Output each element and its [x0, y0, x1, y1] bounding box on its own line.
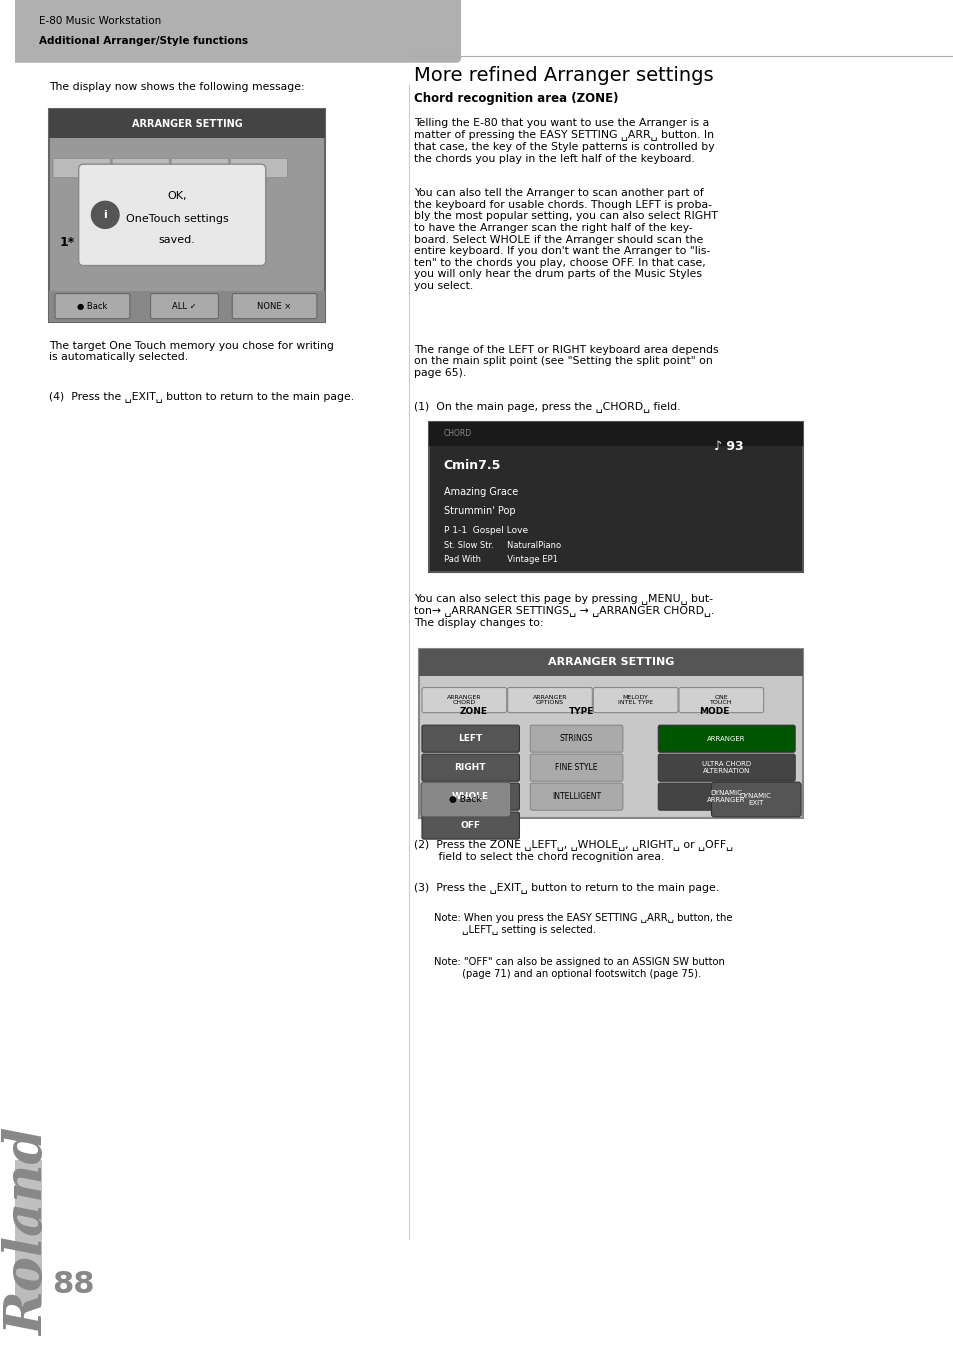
Circle shape	[91, 201, 119, 228]
FancyBboxPatch shape	[421, 784, 519, 811]
Text: You can also tell the Arranger to scan another part of
the keyboard for usable c: You can also tell the Arranger to scan a…	[414, 188, 718, 290]
Text: ♪ 93: ♪ 93	[714, 439, 743, 453]
FancyBboxPatch shape	[679, 688, 762, 712]
FancyBboxPatch shape	[711, 782, 801, 817]
Text: The range of the LEFT or RIGHT keyboard area depends
on the main split point (se: The range of the LEFT or RIGHT keyboard …	[414, 345, 718, 378]
Bar	[418, 648, 802, 817]
FancyBboxPatch shape	[10, 0, 460, 62]
Text: Cmin7.5: Cmin7.5	[443, 459, 500, 471]
Text: i: i	[103, 209, 107, 220]
FancyBboxPatch shape	[53, 158, 110, 178]
Text: The display now shows the following message:: The display now shows the following mess…	[49, 82, 304, 92]
Text: You can also select this page by pressing ␣MENU␣ but-
ton→ ␣ARRANGER SETTINGS␣ →: You can also select this page by pressin…	[414, 593, 714, 628]
Text: ● Back: ● Back	[77, 301, 108, 311]
Text: ● Back: ● Back	[449, 794, 481, 804]
Text: OneTouch settings: OneTouch settings	[126, 215, 229, 224]
Text: More refined Arranger settings: More refined Arranger settings	[414, 66, 713, 85]
Text: OFF: OFF	[459, 821, 479, 830]
Bar	[429, 422, 802, 446]
FancyBboxPatch shape	[421, 754, 519, 781]
Text: ULTRA CHORD
ALTERNATION: ULTRA CHORD ALTERNATION	[701, 761, 750, 774]
FancyBboxPatch shape	[421, 688, 506, 712]
Text: P 1-1  Gospel Love: P 1-1 Gospel Love	[443, 526, 527, 535]
Text: TYPE: TYPE	[568, 707, 594, 716]
Text: The target One Touch memory you chose for writing
is automatically selected.: The target One Touch memory you chose fo…	[49, 340, 334, 362]
Text: DYNAMIC
EXIT: DYNAMIC EXIT	[740, 793, 771, 807]
Bar	[49, 290, 324, 322]
FancyBboxPatch shape	[112, 158, 169, 178]
FancyBboxPatch shape	[658, 754, 794, 781]
Text: ZONE: ZONE	[458, 707, 487, 716]
Text: ONE
TOUCH: ONE TOUCH	[709, 694, 732, 705]
Bar	[49, 109, 324, 322]
FancyBboxPatch shape	[658, 784, 794, 811]
FancyBboxPatch shape	[55, 293, 130, 319]
FancyBboxPatch shape	[232, 293, 316, 319]
Text: (4)  Press the ␣EXIT␣ button to return to the main page.: (4) Press the ␣EXIT␣ button to return to…	[49, 390, 354, 403]
Text: ARRANGER SETTING: ARRANGER SETTING	[132, 119, 242, 128]
FancyBboxPatch shape	[507, 688, 592, 712]
Text: RIGHT: RIGHT	[454, 763, 485, 773]
Text: Note: When you press the EASY SETTING ␣ARR␣ button, the
         ␣LEFT␣ setting : Note: When you press the EASY SETTING ␣A…	[434, 913, 732, 935]
Text: Roland: Roland	[3, 1128, 54, 1336]
Text: ARRANGER: ARRANGER	[706, 736, 744, 742]
Text: 1*: 1*	[59, 236, 74, 249]
FancyBboxPatch shape	[420, 782, 510, 817]
Text: ARRANGER SETTING: ARRANGER SETTING	[547, 658, 674, 667]
Bar	[429, 422, 802, 571]
Text: Amazing Grace: Amazing Grace	[443, 486, 517, 497]
Bar	[14, 1265, 42, 1305]
FancyBboxPatch shape	[421, 725, 519, 753]
Text: STRINGS: STRINGS	[559, 734, 593, 743]
FancyBboxPatch shape	[421, 812, 519, 839]
FancyBboxPatch shape	[78, 165, 266, 266]
Text: 88: 88	[52, 1270, 94, 1298]
Text: WHOLE: WHOLE	[451, 792, 488, 801]
FancyBboxPatch shape	[530, 725, 622, 753]
Text: (1)  On the main page, press the ␣CHORD␣ field.: (1) On the main page, press the ␣CHORD␣ …	[414, 401, 679, 412]
FancyBboxPatch shape	[151, 293, 218, 319]
Text: ARRANGER
CHORD: ARRANGER CHORD	[447, 694, 481, 705]
FancyBboxPatch shape	[530, 784, 622, 811]
Text: FINE STYLE: FINE STYLE	[555, 763, 598, 773]
Text: Note: "OFF" can also be assigned to an ASSIGN SW button
         (page 71) and a: Note: "OFF" can also be assigned to an A…	[434, 957, 724, 978]
Text: OK,: OK,	[167, 190, 187, 201]
Text: CHORD: CHORD	[443, 430, 472, 438]
Text: Pad With          Vintage EP1: Pad With Vintage EP1	[443, 555, 557, 563]
Text: DYNAMIC
ARRANGER: DYNAMIC ARRANGER	[706, 790, 744, 802]
Text: MODE: MODE	[699, 707, 729, 716]
Text: Additional Arranger/Style functions: Additional Arranger/Style functions	[39, 35, 248, 46]
Text: MELODY
INTEL TYPE: MELODY INTEL TYPE	[618, 694, 653, 705]
FancyBboxPatch shape	[593, 688, 678, 712]
Text: NONE ×: NONE ×	[257, 301, 292, 311]
Bar	[49, 109, 324, 138]
FancyBboxPatch shape	[658, 725, 794, 753]
Text: ARRANGER
OPTIONS: ARRANGER OPTIONS	[532, 694, 567, 705]
Bar	[418, 648, 802, 676]
Text: LEFT: LEFT	[457, 734, 482, 743]
Text: Strummin' Pop: Strummin' Pop	[443, 505, 515, 516]
Bar	[14, 1159, 42, 1305]
Text: INTELLIGENT: INTELLIGENT	[552, 792, 600, 801]
FancyBboxPatch shape	[530, 754, 622, 781]
Text: St. Slow Str.     NaturalPiano: St. Slow Str. NaturalPiano	[443, 542, 560, 550]
Text: (3)  Press the ␣EXIT␣ button to return to the main page.: (3) Press the ␣EXIT␣ button to return to…	[414, 882, 719, 893]
Text: (2)  Press the ZONE ␣LEFT␣, ␣WHOLE␣, ␣RIGHT␣ or ␣OFF␣
       field to select the: (2) Press the ZONE ␣LEFT␣, ␣WHOLE␣, ␣RIG…	[414, 839, 732, 862]
FancyBboxPatch shape	[230, 158, 287, 178]
Text: Telling the E-80 that you want to use the Arranger is a
matter of pressing the E: Telling the E-80 that you want to use th…	[414, 118, 714, 163]
Text: ALL ✓: ALL ✓	[172, 301, 196, 311]
Text: E-80 Music Workstation: E-80 Music Workstation	[39, 16, 161, 26]
Text: saved.: saved.	[158, 235, 195, 246]
FancyBboxPatch shape	[171, 158, 228, 178]
Text: Chord recognition area (ZONE): Chord recognition area (ZONE)	[414, 92, 618, 105]
